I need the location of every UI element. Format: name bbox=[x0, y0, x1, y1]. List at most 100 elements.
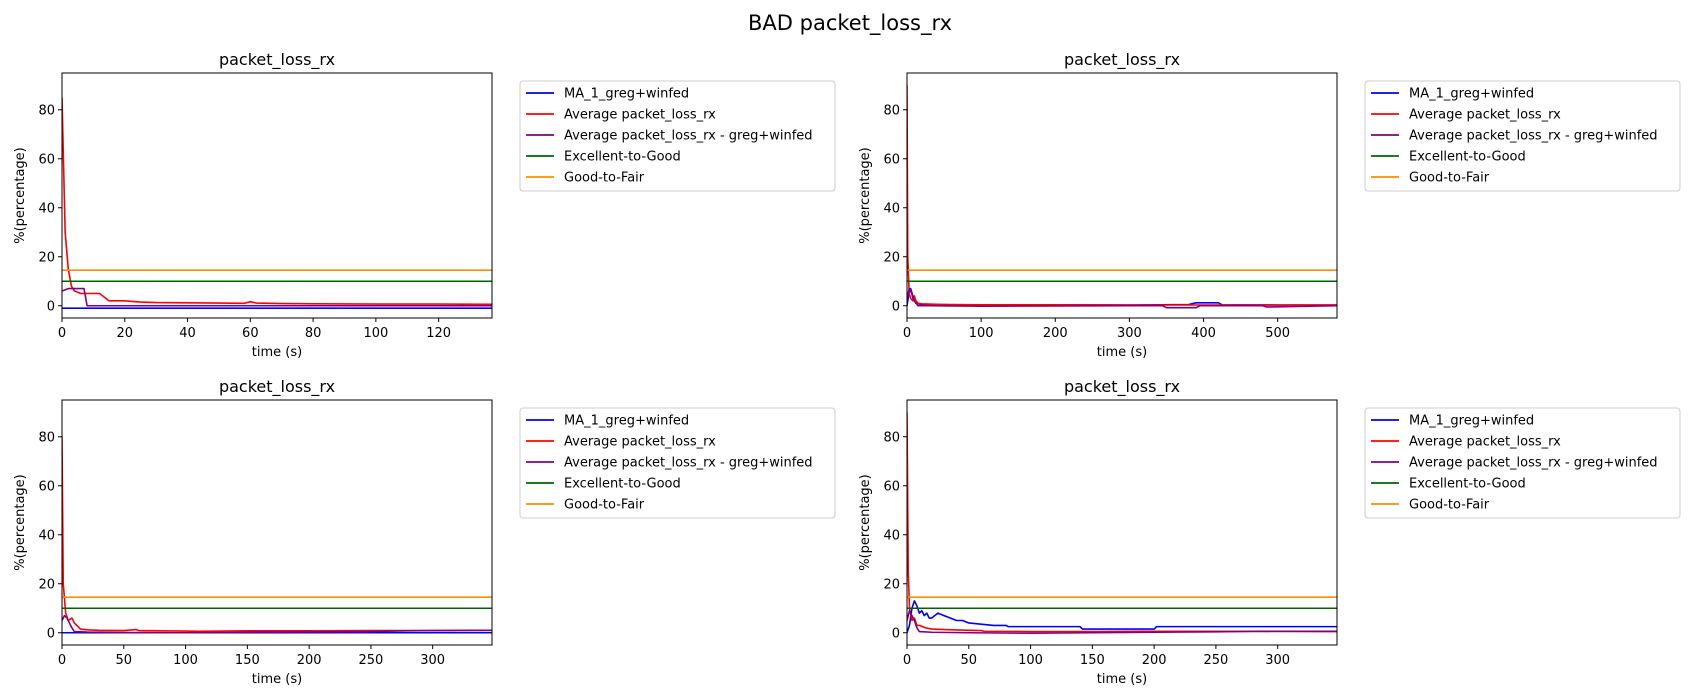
x-tick-label: 200 bbox=[1142, 653, 1167, 668]
x-axis-label: time (s) bbox=[1097, 345, 1147, 360]
legend-label-average-packet-loss-rx: Average packet_loss_rx bbox=[1409, 435, 1561, 450]
x-tick-label: 100 bbox=[969, 326, 994, 341]
x-tick-label: 200 bbox=[1043, 326, 1068, 341]
x-tick-label: 300 bbox=[1117, 326, 1142, 341]
series-line-ma-1-greg-winfed bbox=[907, 287, 1337, 307]
x-tick-label: 0 bbox=[903, 326, 911, 341]
legend-frame bbox=[519, 80, 836, 192]
legend: MA_1_greg+winfed Average packet_loss_rx Av… bbox=[1364, 80, 1681, 192]
series-group bbox=[907, 85, 1337, 309]
series-line-average-packet-loss-rx bbox=[907, 85, 1337, 306]
y-tick-label: 40 bbox=[38, 201, 55, 216]
y-axis-label: %(percentage) bbox=[13, 147, 28, 244]
y-tick-label: 40 bbox=[38, 528, 55, 543]
x-tick-label: 150 bbox=[1080, 653, 1105, 668]
y-axis-label: %(percentage) bbox=[858, 474, 873, 571]
legend-label-average-packet-loss-rx-greg-winfed: Average packet_loss_rx - greg+winfed bbox=[1409, 129, 1658, 144]
legend-frame bbox=[1364, 407, 1681, 519]
x-tick-label: 0 bbox=[58, 653, 66, 668]
series-group bbox=[62, 436, 492, 634]
subplot-3: packet_loss_rx 0 50 100 150 200 250 300 0 20 40 60 8… bbox=[13, 377, 836, 687]
subplot-2: packet_loss_rx 0 100 200 300 400 500 0 20 40 60 80 t… bbox=[858, 50, 1681, 360]
x-tick-label: 400 bbox=[1191, 326, 1216, 341]
legend-label-good-to-fair: Good-to-Fair bbox=[564, 171, 645, 186]
y-tick-label: 0 bbox=[892, 299, 900, 314]
x-tick-label: 0 bbox=[58, 326, 66, 341]
y-tick-label: 60 bbox=[38, 152, 55, 167]
y-tick-label: 0 bbox=[47, 299, 55, 314]
series-line-average-packet-loss-rx bbox=[62, 97, 492, 306]
subplot-title: packet_loss_rx bbox=[219, 377, 335, 397]
subplot-title: packet_loss_rx bbox=[1064, 377, 1180, 397]
x-tick-label: 500 bbox=[1265, 326, 1290, 341]
axes-frame bbox=[61, 399, 493, 646]
y-tick-label: 20 bbox=[883, 577, 900, 592]
legend-label-ma-1-greg-winfed: MA_1_greg+winfed bbox=[564, 414, 689, 429]
subplots: packet_loss_rx0 20 40 60 80 100 120020406080ti… bbox=[13, 50, 1681, 687]
legend-label-average-packet-loss-rx: Average packet_loss_rx bbox=[564, 435, 716, 450]
legend: MA_1_greg+winfed Average packet_loss_rx Av… bbox=[519, 407, 836, 519]
legend-label-good-to-fair: Good-to-Fair bbox=[1409, 171, 1490, 186]
series-line-average-packet-loss-rx-greg-winfed bbox=[62, 287, 492, 307]
x-tick-label: 300 bbox=[420, 653, 445, 668]
series-line-average-packet-loss-rx bbox=[62, 436, 492, 633]
x-tick-label: 20 bbox=[117, 326, 134, 341]
legend-label-excellent-to-good: Excellent-to-Good bbox=[1409, 477, 1526, 492]
legend-label-average-packet-loss-rx: Average packet_loss_rx bbox=[1409, 108, 1561, 123]
y-tick-label: 40 bbox=[883, 528, 900, 543]
subplot-4: packet_loss_rx 0 50 100 150 200 250 300 0 20 40 60 8… bbox=[858, 377, 1681, 687]
series-line-average-packet-loss-rx-greg-winfed bbox=[907, 287, 1337, 309]
y-axis-label: %(percentage) bbox=[858, 147, 873, 244]
legend-label-good-to-fair: Good-to-Fair bbox=[564, 498, 645, 513]
y-tick-label: 80 bbox=[883, 103, 900, 118]
y-tick-label: 80 bbox=[883, 430, 900, 445]
x-axis-label: time (s) bbox=[1097, 672, 1147, 687]
x-tick-label: 250 bbox=[1203, 653, 1228, 668]
subplot-1: packet_loss_rx0 20 40 60 80 100 120020406080ti… bbox=[13, 50, 836, 360]
legend-label-average-packet-loss-rx: Average packet_loss_rx bbox=[564, 108, 716, 123]
x-tick-label: 200 bbox=[297, 653, 322, 668]
x-tick-label: 40 bbox=[179, 326, 196, 341]
x-tick-label: 50 bbox=[116, 653, 133, 668]
x-tick-label: 100 bbox=[1018, 653, 1043, 668]
x-tick-label: 100 bbox=[363, 326, 388, 341]
legend: MA_1_greg+winfed Average packet_loss_rx Av… bbox=[1364, 407, 1681, 519]
legend-label-average-packet-loss-rx-greg-winfed: Average packet_loss_rx - greg+winfed bbox=[564, 129, 813, 144]
y-tick-label: 80 bbox=[38, 103, 55, 118]
x-tick-label: 0 bbox=[903, 653, 911, 668]
x-tick-label: 150 bbox=[235, 653, 260, 668]
x-axis-label: time (s) bbox=[252, 345, 302, 360]
series-group bbox=[62, 97, 492, 310]
x-axis-label: time (s) bbox=[252, 672, 302, 687]
legend-label-ma-1-greg-winfed: MA_1_greg+winfed bbox=[1409, 414, 1534, 429]
y-tick-label: 60 bbox=[883, 479, 900, 494]
legend: MA_1_greg+winfed Average packet_loss_rx Av… bbox=[519, 80, 836, 192]
y-tick-label: 80 bbox=[38, 430, 55, 445]
figure-title: BAD packet_loss_rx bbox=[748, 11, 952, 36]
axes-frame bbox=[906, 399, 1338, 646]
x-tick-label: 80 bbox=[305, 326, 322, 341]
legend-frame bbox=[1364, 80, 1681, 192]
legend-label-excellent-to-good: Excellent-to-Good bbox=[564, 150, 681, 165]
series-line-average-packet-loss-rx bbox=[907, 412, 1337, 633]
legend-label-good-to-fair: Good-to-Fair bbox=[1409, 498, 1490, 513]
y-tick-label: 0 bbox=[892, 626, 900, 641]
y-tick-label: 20 bbox=[38, 577, 55, 592]
legend-label-ma-1-greg-winfed: MA_1_greg+winfed bbox=[564, 87, 689, 102]
axes-frame bbox=[61, 72, 493, 319]
legend-label-excellent-to-good: Excellent-to-Good bbox=[564, 477, 681, 492]
y-axis-label: %(percentage) bbox=[13, 474, 28, 571]
axes-frame bbox=[906, 72, 1338, 319]
x-tick-label: 300 bbox=[1265, 653, 1290, 668]
legend-label-ma-1-greg-winfed: MA_1_greg+winfed bbox=[1409, 87, 1534, 102]
y-tick-label: 60 bbox=[883, 152, 900, 167]
x-tick-label: 100 bbox=[173, 653, 198, 668]
x-tick-label: 250 bbox=[358, 653, 383, 668]
x-tick-label: 120 bbox=[426, 326, 451, 341]
y-tick-label: 20 bbox=[38, 250, 55, 265]
series-line-ma-1-greg-winfed bbox=[907, 600, 1337, 634]
x-tick-label: 60 bbox=[242, 326, 259, 341]
y-tick-label: 20 bbox=[883, 250, 900, 265]
y-tick-label: 0 bbox=[47, 626, 55, 641]
